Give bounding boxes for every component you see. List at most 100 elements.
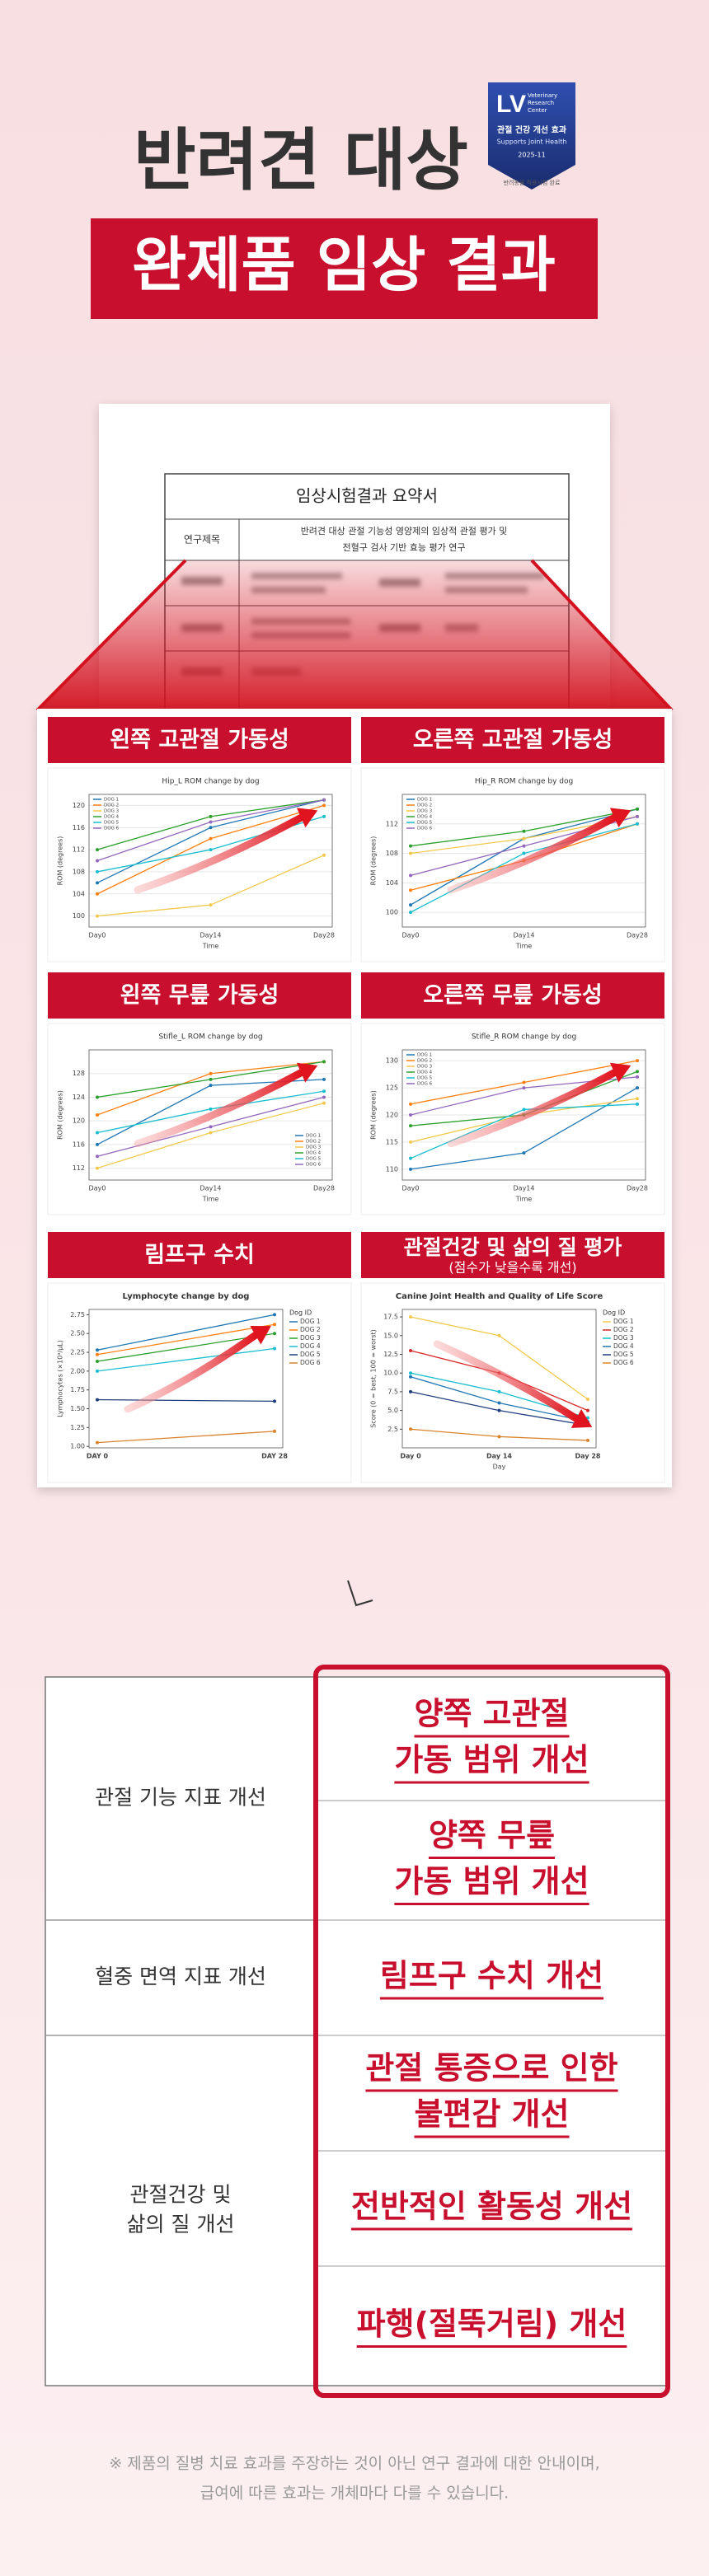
data-point bbox=[497, 1401, 501, 1405]
x-tick-label: Day 14 bbox=[486, 1453, 512, 1460]
y-tick-label: 116 bbox=[73, 824, 85, 831]
data-point bbox=[409, 1375, 412, 1379]
group-label: 관절 기능 지표 개선 bbox=[95, 1786, 266, 1810]
y-axis-label: Score (0 = best, 100 = worst) bbox=[370, 1329, 378, 1428]
data-point bbox=[497, 1408, 501, 1412]
badge-org: Veterinary bbox=[528, 92, 557, 99]
y-tick-label: 120 bbox=[73, 802, 85, 809]
legend-label: DOG 2 bbox=[417, 803, 432, 808]
data-point bbox=[409, 1389, 412, 1393]
legend-label: DOG 3 bbox=[104, 809, 120, 814]
data-point bbox=[409, 844, 412, 848]
legend-label: DOG 6 bbox=[613, 1359, 634, 1366]
legend-label: DOG 4 bbox=[417, 1070, 433, 1075]
result-item: 가동 범위 개선 bbox=[394, 1742, 589, 1778]
data-point bbox=[636, 807, 639, 811]
badge-org: Center bbox=[528, 107, 547, 114]
y-tick-label: 110 bbox=[386, 1165, 398, 1173]
data-point bbox=[96, 1166, 99, 1170]
legend-label: DOG 2 bbox=[306, 1140, 321, 1145]
data-point bbox=[209, 826, 213, 830]
result-highlight bbox=[313, 1665, 670, 2398]
data-point bbox=[209, 1125, 213, 1129]
group-label: 관절건강 및 bbox=[130, 2183, 232, 2207]
data-point bbox=[96, 1352, 99, 1356]
legend-label: DOG 6 bbox=[417, 827, 433, 831]
y-tick-label: 120 bbox=[386, 1112, 398, 1119]
y-axis-label: ROM (degrees) bbox=[370, 1090, 378, 1140]
data-point bbox=[409, 911, 412, 915]
series-line bbox=[96, 1323, 275, 1356]
footnote-line: 급여에 따른 효과는 개체마다 다를 수 있습니다. bbox=[200, 2485, 509, 2503]
badge-title: 관절 건강 개선 효과 bbox=[497, 124, 567, 135]
badge-logo: LV bbox=[496, 91, 526, 118]
data-point bbox=[273, 1347, 276, 1351]
result-item: 양쪽 무릎 bbox=[429, 1817, 555, 1853]
data-point bbox=[322, 1077, 326, 1081]
trend-arrow-head bbox=[250, 1325, 271, 1345]
trend-arrow bbox=[124, 1331, 260, 1413]
data-point bbox=[209, 1131, 213, 1135]
data-point bbox=[273, 1323, 276, 1327]
y-tick-label: 104 bbox=[386, 879, 398, 887]
x-tick-label: Day0 bbox=[402, 1185, 420, 1192]
data-point bbox=[273, 1332, 276, 1336]
legend-label: DOG 3 bbox=[417, 809, 433, 814]
y-axis-label: Lymphocytes (×10³/μL) bbox=[57, 1340, 64, 1417]
result-item: 전반적인 활동성 개선 bbox=[351, 2189, 632, 2225]
data-point bbox=[96, 1155, 99, 1159]
data-point bbox=[209, 903, 213, 907]
result-item: 파행(절뚝거림) 개선 bbox=[357, 2306, 627, 2342]
series-line bbox=[96, 1398, 275, 1403]
data-point bbox=[209, 1077, 213, 1081]
y-tick-label: 112 bbox=[73, 1164, 85, 1172]
data-point bbox=[586, 1438, 589, 1442]
data-point bbox=[322, 803, 326, 808]
y-tick-label: 100 bbox=[73, 912, 85, 920]
plot-frame bbox=[88, 1309, 284, 1449]
zoom-edge bbox=[530, 559, 674, 712]
trend-arrow-head bbox=[296, 808, 318, 828]
data-point bbox=[209, 1084, 213, 1088]
legend-label: DOG 1 bbox=[613, 1318, 634, 1325]
y-tick-label: 125 bbox=[386, 1084, 398, 1092]
data-point bbox=[636, 1059, 639, 1063]
y-tick-label: 116 bbox=[73, 1140, 85, 1148]
data-point bbox=[96, 1131, 99, 1135]
badge-org: Research bbox=[528, 100, 554, 106]
legend-label: DOG 6 bbox=[300, 1359, 321, 1366]
panel-header bbox=[48, 972, 351, 1019]
x-tick-label: Day0 bbox=[402, 932, 420, 939]
panel-heading: 관절건강 및 삶의 질 평가 bbox=[404, 1235, 622, 1259]
legend-label: DOG 1 bbox=[300, 1318, 321, 1325]
y-tick-label: 112 bbox=[73, 846, 85, 854]
x-tick-label: Day28 bbox=[313, 932, 335, 939]
data-point bbox=[96, 848, 99, 852]
headline-sub: 완제품 임상 결과 bbox=[132, 231, 556, 300]
y-tick-label: 7.5 bbox=[387, 1388, 398, 1395]
data-point bbox=[636, 1075, 639, 1079]
legend-label: DOG 2 bbox=[104, 803, 119, 808]
data-point bbox=[96, 892, 99, 896]
badge: LV Veterinary Research Center 관절 건강 개선 효… bbox=[488, 82, 575, 190]
data-point bbox=[322, 853, 326, 857]
x-tick-label: DAY 28 bbox=[261, 1453, 288, 1460]
data-point bbox=[636, 1070, 639, 1074]
y-tick-label: 15.0 bbox=[383, 1332, 398, 1339]
panel-heading: 왼쪽 무릎 가동성 bbox=[120, 983, 279, 1009]
panel-header bbox=[48, 717, 351, 763]
data-point bbox=[636, 1102, 639, 1106]
x-tick-label: Day 0 bbox=[400, 1453, 421, 1460]
x-tick-label: Day14 bbox=[200, 1185, 222, 1192]
headline: 반려견 대상 bbox=[134, 121, 468, 199]
plot-frame bbox=[401, 794, 646, 928]
data-point bbox=[209, 836, 213, 841]
data-point bbox=[96, 1398, 99, 1402]
panel-header bbox=[361, 1232, 664, 1278]
result-item: 불편감 개선 bbox=[414, 2096, 569, 2133]
legend-label: DOG 2 bbox=[613, 1326, 634, 1333]
legend-label: DOG 2 bbox=[417, 1059, 432, 1064]
legend-label: DOG 1 bbox=[417, 798, 432, 803]
x-axis-label: Day bbox=[493, 1464, 506, 1471]
